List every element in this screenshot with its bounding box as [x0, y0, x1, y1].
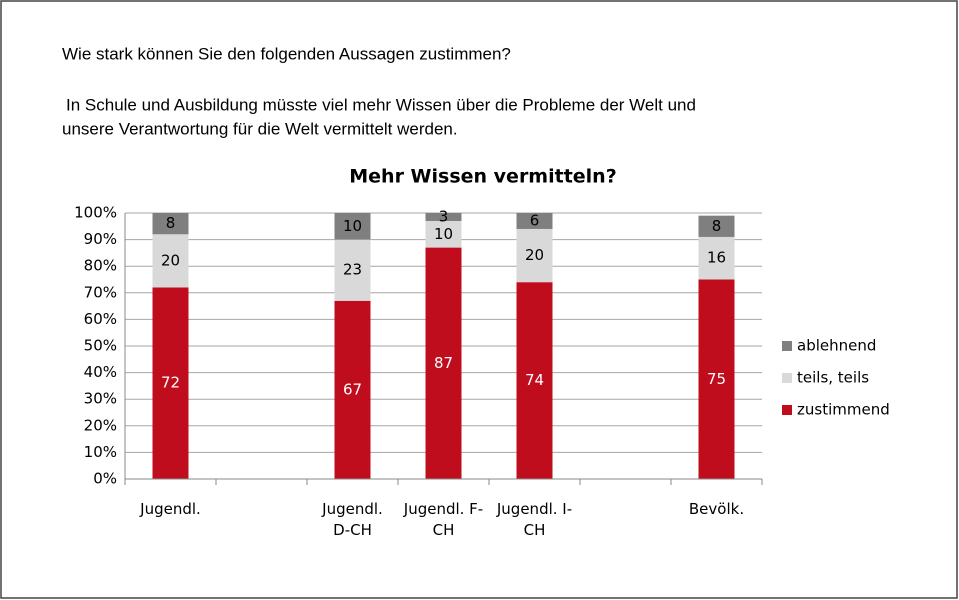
y-tick-label: 90% [84, 230, 117, 248]
legend-label: ablehnend [797, 337, 876, 355]
bar-segment [516, 282, 553, 479]
data-label: 16 [707, 249, 726, 267]
y-tick-label: 70% [84, 283, 117, 301]
data-label: 3 [439, 207, 449, 225]
legend-swatch [782, 341, 792, 351]
data-label: 8 [712, 217, 722, 235]
bar-segment [334, 239, 371, 301]
bar-segment [425, 213, 462, 221]
x-tick-label: Jugendl. D-CH [322, 500, 383, 539]
bar-segment [152, 287, 189, 479]
x-tick-label: Jugendl. [140, 500, 201, 518]
bar-segment [152, 234, 189, 288]
data-label: 74 [525, 371, 544, 389]
data-label: 10 [343, 217, 362, 235]
legend-label: teils, teils [797, 369, 869, 387]
y-tick-label: 60% [84, 310, 117, 328]
statement-line: unsere Verantwortung für die Welt vermit… [62, 119, 458, 138]
y-tick-label: 40% [84, 363, 117, 381]
bar-segment [516, 228, 553, 283]
bar-segment [425, 220, 462, 248]
bar-segment [334, 300, 371, 479]
legend-label: zustimmend [797, 401, 890, 419]
data-label: 75 [707, 370, 726, 388]
data-label: 8 [166, 214, 176, 232]
legend-swatch [782, 373, 792, 383]
data-label: 72 [161, 374, 180, 392]
bar-segment [152, 213, 189, 235]
legend-swatch [782, 405, 792, 415]
y-tick-label: 30% [84, 390, 117, 408]
statement-line: In Schule und Ausbildung müsste viel meh… [66, 95, 696, 114]
data-label: 20 [525, 246, 544, 264]
bar-segment [516, 213, 553, 229]
question: Wie stark können Sie den folgenden Aussa… [62, 44, 511, 63]
x-tick-label: Bevölk. [688, 500, 745, 518]
data-label: 23 [343, 261, 362, 279]
data-label: 6 [530, 211, 540, 229]
y-tick-label: 0% [93, 470, 117, 488]
x-tick-label: Jugendl. I-CH [496, 500, 573, 539]
data-label: 87 [434, 354, 453, 372]
y-tick-label: 100% [74, 204, 117, 222]
data-label: 67 [343, 380, 362, 398]
data-label: 10 [434, 225, 453, 243]
bar-segment [334, 213, 371, 240]
y-tick-label: 10% [84, 443, 117, 461]
bar-segment [698, 215, 735, 237]
bar-segment [698, 279, 735, 479]
bar-segment [698, 236, 735, 280]
bar-segment [425, 247, 462, 479]
chart-title: Mehr Wissen vermitteln? [349, 166, 616, 188]
y-tick-label: 20% [84, 416, 117, 434]
y-tick-label: 50% [84, 337, 117, 355]
x-tick-label: Jugendl. F-CH [403, 500, 484, 539]
y-tick-label: 80% [84, 257, 117, 275]
data-label: 20 [161, 251, 180, 269]
